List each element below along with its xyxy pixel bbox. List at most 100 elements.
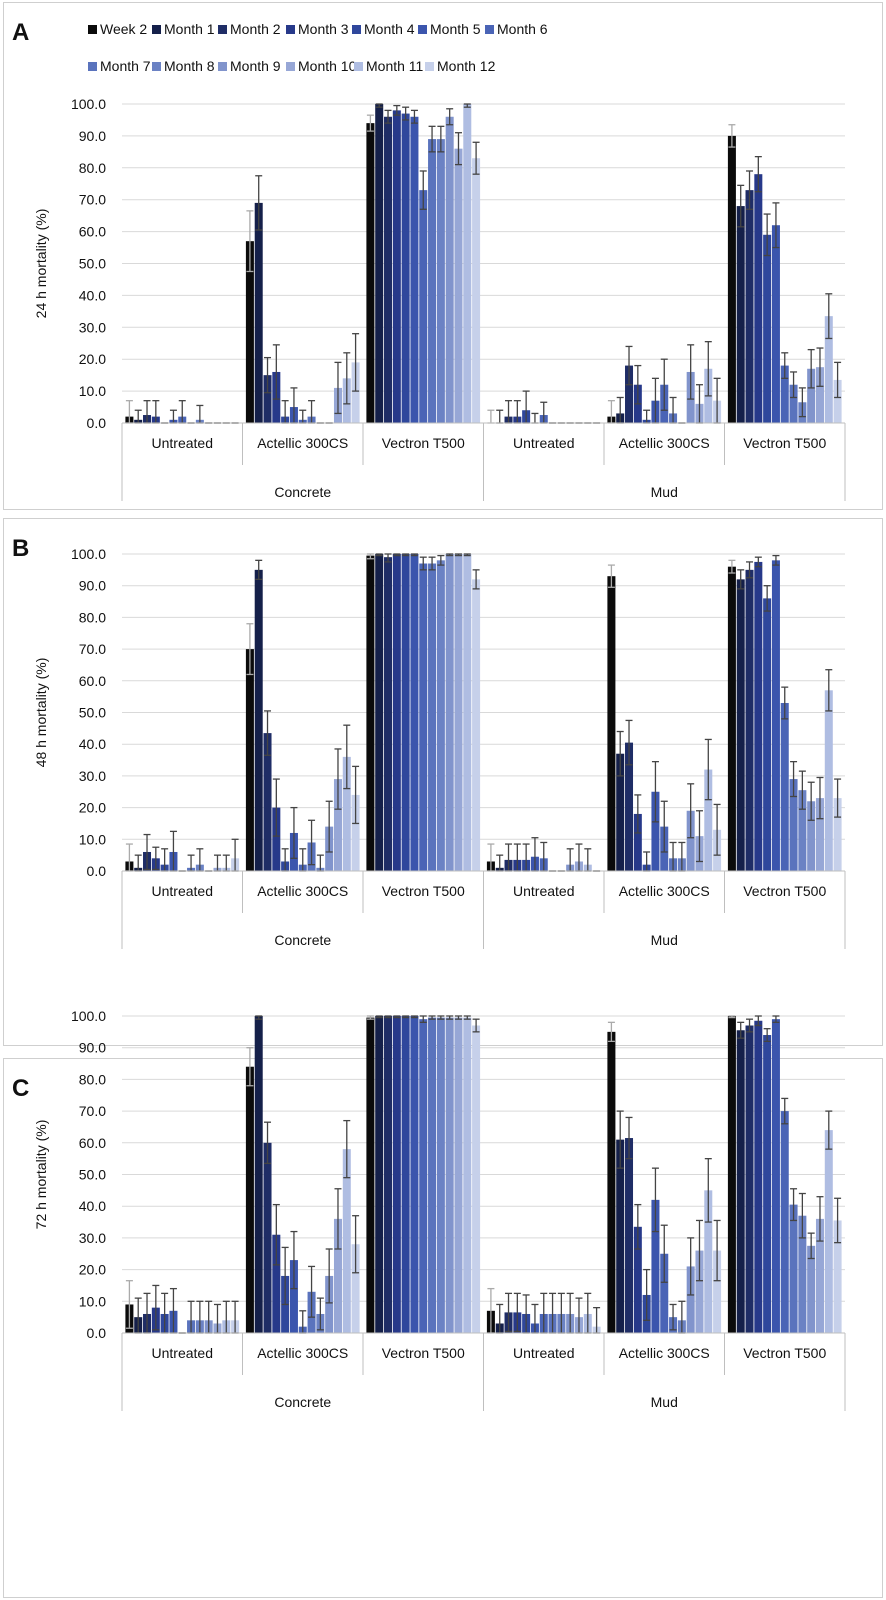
- bar: [616, 1139, 625, 1333]
- legend-label: Month 9: [230, 58, 281, 74]
- bar: [472, 579, 481, 871]
- bar: [807, 1245, 816, 1333]
- bar: [392, 554, 401, 871]
- bar: [736, 206, 745, 423]
- bar: [263, 1142, 272, 1333]
- y-tick-label: 50.0: [79, 256, 106, 272]
- y-tick-label: 40.0: [79, 287, 106, 303]
- bar: [763, 598, 772, 871]
- y-tick-label: 70.0: [79, 1103, 106, 1119]
- bar: [419, 1019, 428, 1333]
- y-axis-label: 72 h mortality (%): [33, 1120, 49, 1230]
- bar: [392, 1016, 401, 1333]
- bar: [763, 1035, 772, 1333]
- bar: [763, 234, 772, 423]
- bar: [651, 1199, 660, 1333]
- legend-swatch: [352, 25, 361, 34]
- bar: [384, 1016, 393, 1333]
- bar: [780, 702, 789, 871]
- category-label: Untreated: [513, 883, 574, 899]
- bar: [351, 1244, 360, 1333]
- bar: [736, 1030, 745, 1333]
- bar: [824, 316, 833, 423]
- legend-swatch: [218, 25, 227, 34]
- bar: [245, 1066, 254, 1333]
- category-label: Untreated: [513, 1345, 574, 1361]
- bar: [245, 241, 254, 423]
- bar: [325, 1275, 334, 1333]
- category-label: Vectron T500: [382, 1345, 465, 1361]
- y-tick-label: 90.0: [79, 578, 106, 594]
- category-label: Actellic 300CS: [257, 1345, 348, 1361]
- bar: [401, 113, 410, 423]
- surface-label: Mud: [651, 932, 678, 948]
- bar: [410, 554, 419, 871]
- y-axis-label: 24 h mortality (%): [33, 209, 49, 319]
- bar: [419, 190, 428, 423]
- y-axis-label: 48 h mortality (%): [33, 658, 49, 768]
- y-tick-label: 100.0: [71, 1008, 106, 1024]
- legend-label: Week 2: [100, 21, 147, 37]
- category-label: Actellic 300CS: [619, 1345, 710, 1361]
- category-label: Vectron T500: [743, 435, 826, 451]
- bar: [780, 365, 789, 423]
- surface-label: Concrete: [274, 932, 331, 948]
- bar: [366, 555, 375, 871]
- y-tick-label: 70.0: [79, 192, 106, 208]
- bar: [789, 1204, 798, 1333]
- bar: [263, 733, 272, 871]
- y-tick-label: 60.0: [79, 224, 106, 240]
- bar: [342, 1149, 351, 1333]
- y-tick-label: 40.0: [79, 736, 106, 752]
- bar: [445, 1017, 454, 1333]
- bar: [254, 569, 263, 871]
- bar: [754, 561, 763, 871]
- bar: [607, 1031, 616, 1333]
- legend-label: Month 11: [366, 58, 424, 74]
- bar: [780, 1111, 789, 1333]
- surface-label: Concrete: [274, 1394, 331, 1410]
- bar: [272, 807, 281, 871]
- bar: [651, 791, 660, 871]
- y-tick-label: 60.0: [79, 673, 106, 689]
- y-tick-label: 10.0: [79, 831, 106, 847]
- bar: [463, 1017, 472, 1333]
- bar: [366, 123, 375, 423]
- bar: [713, 1250, 722, 1333]
- bar: [815, 798, 824, 871]
- legend-swatch: [425, 62, 434, 71]
- category-label: Vectron T500: [382, 435, 465, 451]
- y-tick-label: 100.0: [71, 546, 106, 562]
- legend-swatch: [88, 25, 97, 34]
- category-label: Untreated: [152, 435, 213, 451]
- bar: [807, 801, 816, 871]
- bar: [384, 557, 393, 871]
- legend-swatch: [152, 25, 161, 34]
- bar: [366, 1017, 375, 1333]
- bar: [445, 554, 454, 871]
- surface-label: Concrete: [274, 484, 331, 500]
- bar: [771, 1019, 780, 1333]
- bar: [263, 375, 272, 423]
- bar: [254, 1016, 263, 1333]
- bar: [333, 779, 342, 871]
- bar: [789, 779, 798, 871]
- panel-label: A: [12, 19, 29, 46]
- bar: [695, 1250, 704, 1333]
- bar: [833, 379, 842, 423]
- category-label: Untreated: [152, 883, 213, 899]
- bar: [428, 1017, 437, 1333]
- bar: [401, 554, 410, 871]
- bar: [410, 1016, 419, 1333]
- legend-label: Month 2: [230, 21, 281, 37]
- bar: [798, 1215, 807, 1333]
- bar: [454, 554, 463, 871]
- bar: [625, 1138, 634, 1333]
- bar: [472, 1025, 481, 1333]
- bar: [727, 566, 736, 871]
- legend-swatch: [354, 62, 363, 71]
- bar: [333, 1218, 342, 1333]
- bar: [833, 1220, 842, 1333]
- bar: [771, 560, 780, 871]
